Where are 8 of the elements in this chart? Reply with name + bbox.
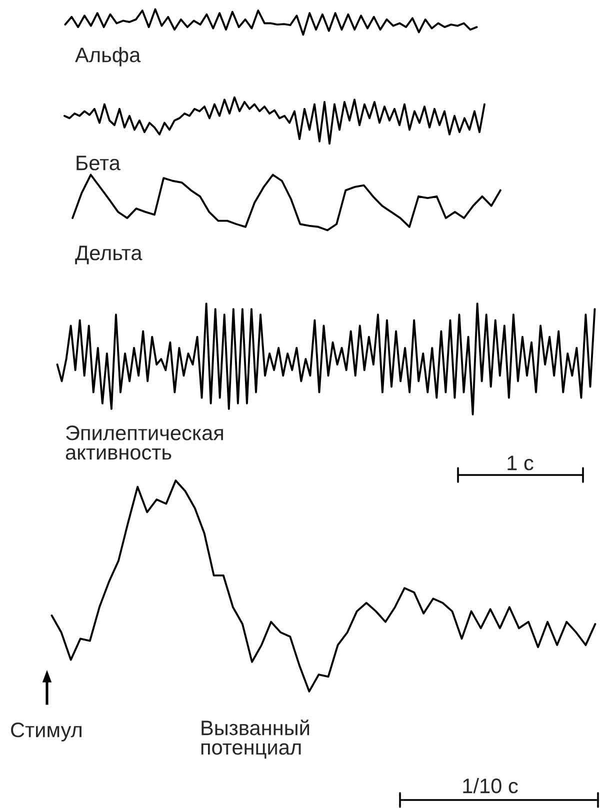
text: Эпилептическая активность [66, 426, 223, 460]
text: Дельта [75, 246, 142, 264]
text: 1 с [508, 456, 534, 470]
text: Альфа [75, 47, 141, 66]
text: Вызванный потенциал [201, 720, 310, 759]
text: Стимул [11, 722, 82, 742]
text: Бета [76, 156, 120, 170]
text: 1/10 с [463, 778, 518, 794]
